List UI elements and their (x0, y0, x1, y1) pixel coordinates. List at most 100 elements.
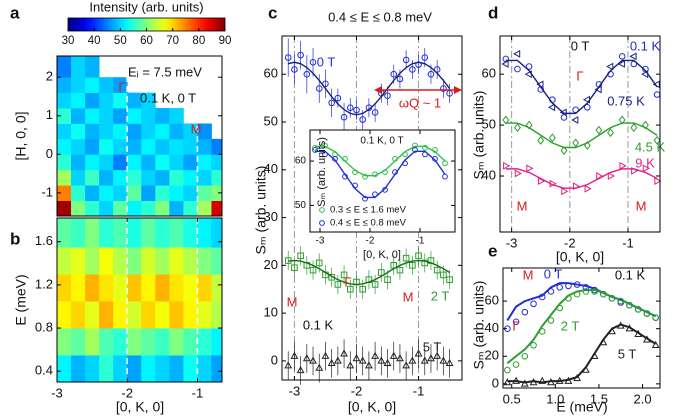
marker (565, 295, 572, 302)
marker (315, 363, 324, 371)
heatmap-cell (85, 200, 100, 217)
colorbar-tick-label: 30 (62, 35, 75, 47)
y-tick-label: 50 (482, 117, 496, 132)
heatmap-cell (183, 154, 198, 171)
heatmap-cell (127, 108, 142, 124)
heatmap-cell (99, 169, 114, 186)
heatmap-cell (71, 185, 86, 201)
fit-line (506, 282, 657, 321)
marker (521, 352, 529, 360)
panel: 0.4 0.8 1.2 1.6 -3 -2 -1 b E (meV) [0, K, 0] (10, 217, 223, 415)
heatmap-cell (169, 247, 184, 275)
marker (512, 361, 520, 368)
heatmap-cell (57, 138, 72, 155)
marker (284, 54, 292, 61)
heatmap-cell (127, 92, 142, 109)
marker (340, 349, 348, 357)
marker (520, 379, 529, 387)
fit-line (505, 59, 658, 115)
arrow-head (374, 86, 382, 94)
annotation: 0 T (571, 38, 590, 53)
heatmap-cell (71, 108, 86, 124)
heatmap-cell (141, 274, 156, 302)
heatmap-cell (197, 247, 212, 275)
marker (396, 266, 404, 274)
series-label: 2 T (431, 288, 450, 303)
heatmap-cell (99, 138, 114, 155)
marker (512, 376, 521, 384)
panel-label: d (488, 3, 498, 22)
heatmap-cell (197, 328, 212, 356)
marker (408, 356, 417, 364)
marker (364, 361, 373, 369)
marker (421, 259, 429, 267)
marker (284, 361, 293, 369)
heatmap-cell (99, 218, 114, 248)
heatmap-cell (155, 218, 170, 248)
heatmap-cell (211, 138, 223, 155)
marker (514, 65, 521, 73)
y-tick-label: 0 (46, 146, 53, 161)
x-tick-label: 1.0 (546, 391, 564, 406)
marker (514, 123, 521, 133)
heatmap-cell (85, 218, 100, 248)
heatmap-cell (57, 92, 72, 109)
marker (396, 75, 404, 83)
marker (296, 366, 305, 374)
marker (530, 341, 537, 349)
y-tick-label: -1 (41, 184, 53, 199)
marker (618, 53, 626, 60)
heatmap-cell (71, 154, 86, 171)
marker (583, 103, 591, 111)
fit-line (315, 150, 446, 199)
heatmap-cell (85, 355, 100, 383)
heatmap-cell (183, 185, 198, 201)
marker (352, 354, 361, 362)
annotation: 0.1 K, 0 T (140, 90, 196, 105)
x-tick-label: -1 (416, 236, 425, 247)
heatmap-cell (99, 185, 114, 201)
heatmap-cell (99, 247, 114, 275)
heatmap-cell (57, 169, 72, 186)
marker (427, 354, 435, 362)
marker (571, 116, 579, 124)
x-axis-label: [0, K, 0] (363, 249, 401, 261)
y-tick-label: 20 (264, 257, 278, 272)
heatmap-cell (155, 200, 170, 217)
marker (526, 164, 534, 173)
heatmap-cell (57, 355, 72, 383)
colorbar-tick-label: 50 (114, 35, 127, 47)
marker (433, 266, 441, 274)
marker (309, 58, 317, 66)
marker (547, 378, 555, 386)
heatmap-cell (197, 154, 212, 171)
colorbar-label: Intensity (arb. units) (89, 0, 203, 14)
heatmap-cell (57, 185, 72, 201)
heatmap-cell (113, 123, 128, 140)
heatmap-cell (211, 274, 223, 302)
marker (377, 356, 386, 364)
marker (584, 184, 592, 193)
marker (340, 113, 348, 121)
marker (555, 376, 564, 384)
marker (538, 293, 546, 301)
heatmap-cell (113, 77, 128, 94)
annotation: Γ (512, 318, 519, 333)
heatmap-cell (155, 154, 170, 171)
panel: 0.1 K 0.75 K 4.5 K9 K 40 50 60 -3 -2 -1 d Sₘ (arb.… (471, 3, 666, 264)
panel-label: c (268, 3, 277, 22)
marker (415, 252, 422, 260)
heatmap-cell (127, 154, 142, 171)
marker (312, 144, 318, 151)
heatmap-cell (113, 328, 128, 356)
y-tick-label: 60 (485, 293, 499, 308)
marker (582, 284, 590, 291)
heatmap-cell (183, 328, 198, 356)
heatmap-cell (85, 77, 100, 94)
marker (525, 120, 533, 130)
y-tick-label: 0 (492, 375, 499, 390)
marker (433, 66, 441, 73)
heatmap-cell (183, 169, 198, 186)
marker (634, 306, 642, 313)
heatmap-cell (113, 108, 128, 124)
